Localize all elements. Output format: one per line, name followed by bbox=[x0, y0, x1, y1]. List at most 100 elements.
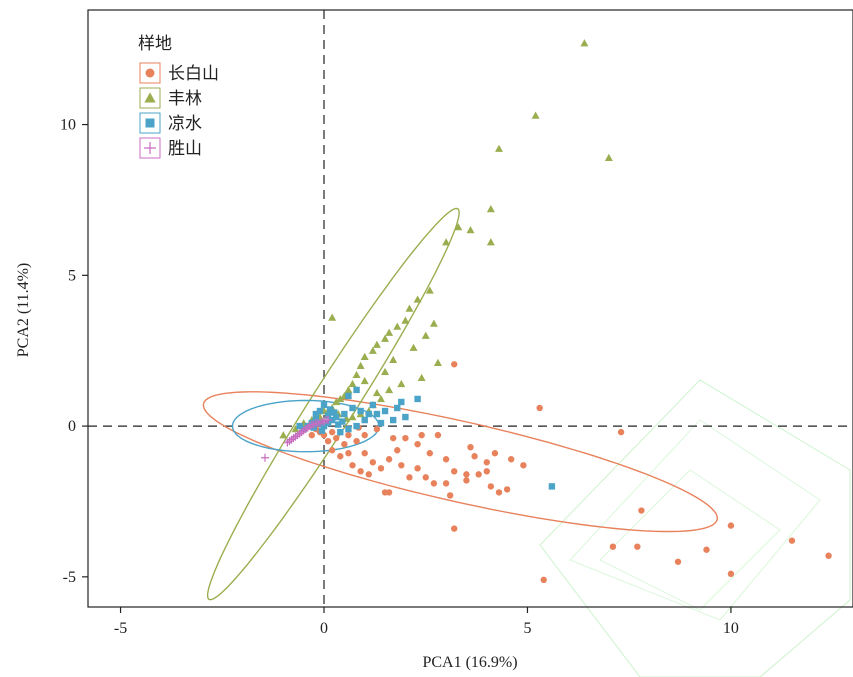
data-point bbox=[385, 328, 394, 336]
data-point bbox=[703, 546, 710, 553]
y-axis-title: PCA2 (11.4%) bbox=[15, 263, 32, 358]
x-axis-title: PCA1 (16.9%) bbox=[422, 654, 517, 671]
data-point bbox=[548, 483, 556, 490]
data-point bbox=[494, 144, 503, 152]
data-point bbox=[333, 413, 340, 421]
data-point bbox=[451, 468, 458, 475]
data-point bbox=[634, 543, 641, 550]
data-point bbox=[337, 428, 344, 436]
data-point bbox=[398, 398, 405, 406]
data-point bbox=[507, 456, 515, 463]
data-point bbox=[381, 367, 390, 376]
legend-label: 丰林 bbox=[168, 89, 202, 109]
data-point bbox=[328, 313, 337, 321]
data-point bbox=[466, 226, 475, 234]
data-point bbox=[349, 462, 356, 469]
data-point bbox=[825, 552, 832, 559]
data-point bbox=[365, 410, 372, 418]
data-point bbox=[674, 558, 682, 565]
data-point bbox=[320, 422, 328, 430]
data-point bbox=[312, 410, 320, 418]
x-tick-label: 5 bbox=[523, 620, 531, 637]
data-point bbox=[389, 355, 398, 363]
data-point bbox=[320, 401, 328, 409]
data-point bbox=[414, 395, 421, 403]
data-point bbox=[405, 304, 414, 312]
data-point bbox=[727, 570, 735, 578]
data-point bbox=[356, 361, 365, 369]
data-point bbox=[398, 462, 405, 469]
data-point bbox=[261, 453, 270, 462]
legend-label: 长白山 bbox=[168, 64, 219, 84]
data-point bbox=[414, 440, 421, 448]
legend-label: 凉水 bbox=[168, 114, 202, 134]
x-axis-ticks: -5 0 5 10 bbox=[114, 607, 739, 637]
data-point bbox=[341, 410, 348, 418]
data-point bbox=[487, 483, 495, 490]
data-point bbox=[425, 286, 434, 294]
data-point bbox=[394, 447, 401, 454]
x-tick-label: 0 bbox=[320, 620, 328, 637]
data-point bbox=[296, 422, 303, 430]
data-point bbox=[429, 319, 438, 327]
data-point bbox=[372, 388, 381, 397]
data-point bbox=[483, 459, 490, 466]
data-point bbox=[486, 238, 495, 246]
data-point bbox=[486, 205, 495, 213]
data-point bbox=[299, 426, 308, 435]
plot-frame bbox=[87, 9, 853, 608]
data-point bbox=[414, 465, 421, 472]
data-point bbox=[446, 492, 454, 499]
data-point bbox=[324, 437, 332, 445]
data-point bbox=[471, 453, 478, 460]
data-point bbox=[727, 522, 735, 529]
confidence-ellipse bbox=[231, 399, 380, 453]
data-point bbox=[335, 421, 342, 428]
data-point bbox=[373, 410, 381, 418]
data-point bbox=[352, 370, 361, 379]
data-points bbox=[261, 39, 832, 584]
data-point bbox=[495, 489, 503, 496]
data-point bbox=[401, 316, 410, 324]
data-point bbox=[345, 450, 352, 457]
data-point bbox=[353, 386, 360, 394]
data-point bbox=[315, 419, 324, 428]
legend-marker bbox=[144, 142, 156, 154]
data-point bbox=[349, 404, 356, 412]
data-point bbox=[297, 428, 306, 437]
data-point bbox=[604, 153, 613, 161]
data-point bbox=[373, 425, 381, 433]
data-point bbox=[426, 450, 434, 457]
legend-marker bbox=[144, 92, 156, 103]
data-point bbox=[345, 392, 352, 400]
data-point bbox=[467, 443, 474, 451]
data-point bbox=[295, 429, 304, 438]
data-point bbox=[332, 397, 341, 406]
data-point bbox=[402, 434, 409, 442]
data-point bbox=[503, 486, 511, 493]
data-point bbox=[430, 480, 438, 487]
data-point bbox=[318, 427, 326, 434]
data-point bbox=[291, 425, 300, 433]
data-point bbox=[287, 435, 296, 444]
data-point bbox=[451, 361, 458, 368]
data-point bbox=[788, 537, 796, 544]
data-point bbox=[372, 340, 381, 348]
data-point bbox=[289, 434, 298, 443]
data-point bbox=[303, 423, 312, 432]
legend-key-box bbox=[139, 62, 161, 84]
data-point bbox=[406, 474, 413, 481]
y-axis-ticks: -5 0 5 10 bbox=[60, 117, 88, 586]
data-point bbox=[483, 468, 490, 475]
data-point bbox=[285, 437, 294, 446]
data-point bbox=[305, 422, 314, 431]
data-point bbox=[536, 404, 543, 412]
data-point bbox=[418, 431, 425, 439]
y-tick-label: 5 bbox=[68, 267, 76, 284]
data-point bbox=[291, 432, 300, 441]
data-point bbox=[336, 394, 345, 403]
data-point bbox=[279, 431, 288, 439]
legend-key-box bbox=[139, 112, 161, 134]
